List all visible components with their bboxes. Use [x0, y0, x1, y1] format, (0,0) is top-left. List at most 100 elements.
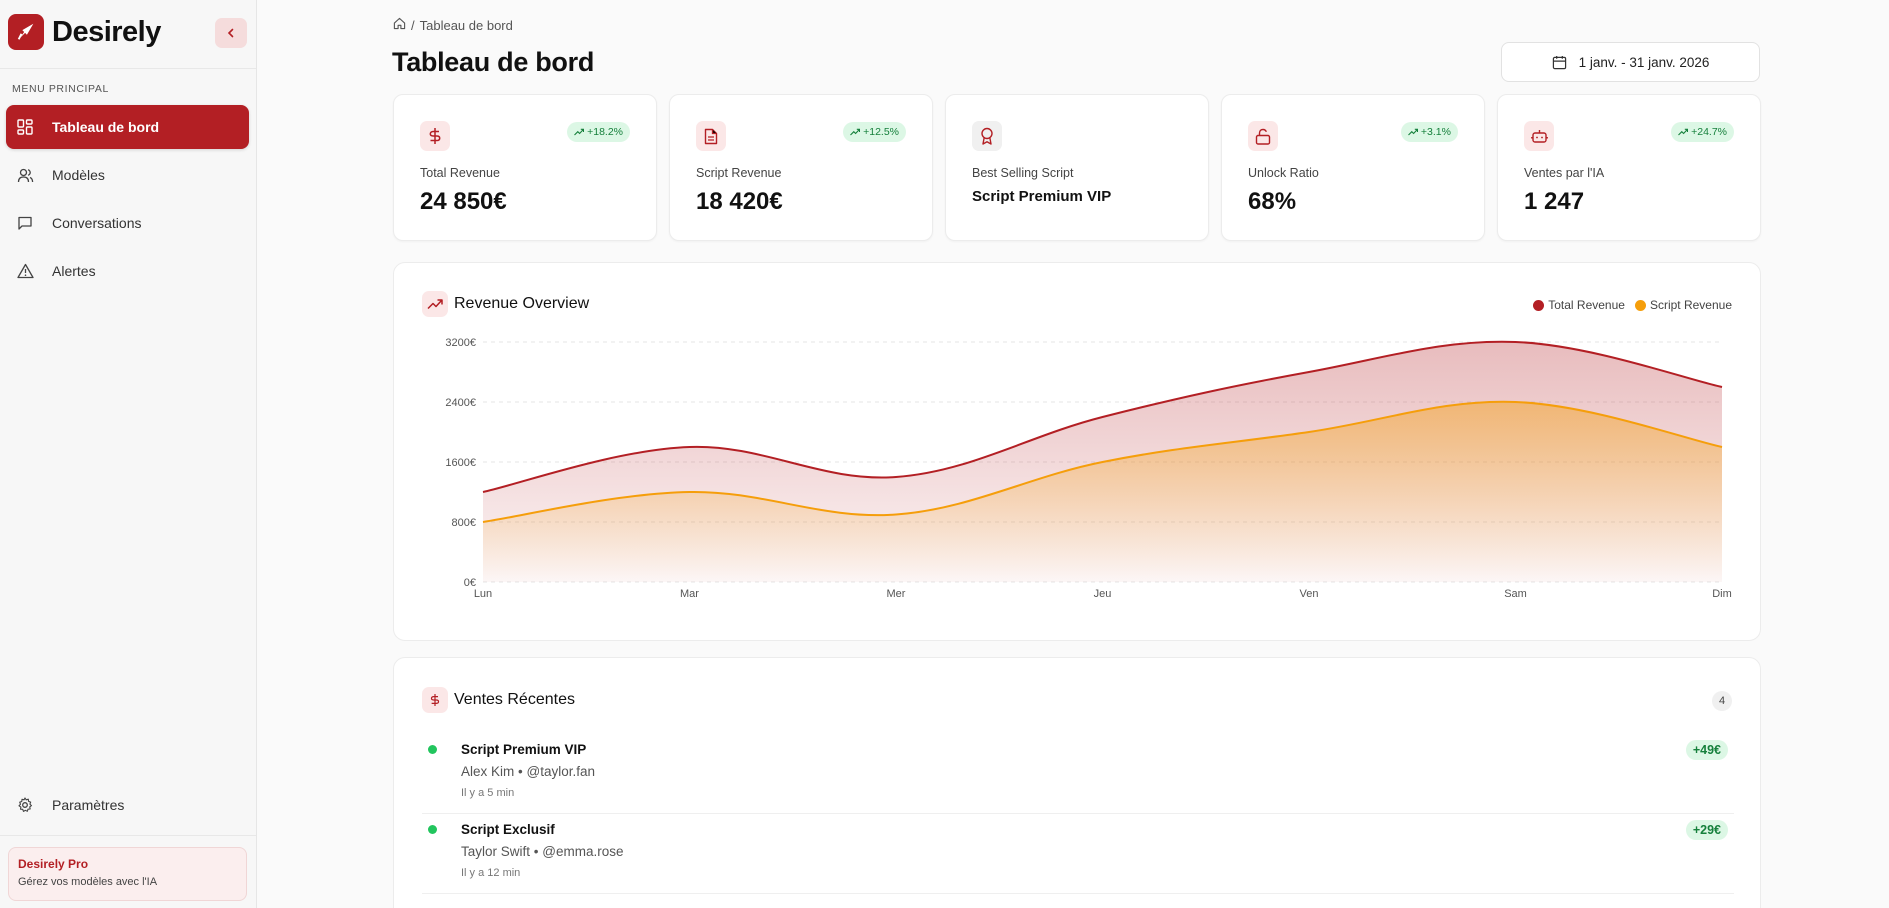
revenue-chart: 0€ 800€ 1600€ 2400€ 3200€ Lun Mar Mer Jeu Ven Sam D… — [445, 337, 1732, 600]
x-tick-label: Mer — [887, 588, 906, 600]
bot-icon — [1524, 121, 1554, 151]
legend-label: Script Revenue — [1649, 298, 1732, 312]
divider — [422, 813, 1734, 814]
revenue-overview-card: Revenue Overview Total Revenue Script Re… — [393, 262, 1761, 641]
x-tick-label: Jeu — [1094, 588, 1112, 600]
dollar-icon — [422, 687, 448, 713]
change-value: +3.1% — [1420, 126, 1451, 138]
kpi-card-total-revenue[interactable]: +18.2% Total Revenue 24 850€ — [393, 94, 657, 241]
trend-up-icon — [850, 128, 861, 136]
trend-up-icon — [1678, 128, 1689, 136]
chart-title: Revenue Overview — [454, 295, 590, 312]
award-icon — [972, 121, 1002, 151]
kpi-card-best-selling-script[interactable]: Best Selling Script Script Premium VIP — [945, 94, 1209, 241]
change-badge: +18.2% — [567, 122, 630, 142]
sidebar-item-label: Paramètres — [52, 797, 125, 813]
sidebar-item-conversations[interactable]: Conversations — [6, 201, 249, 245]
sale-title: Script Premium VIP — [461, 742, 587, 757]
dashboard-icon — [15, 117, 35, 137]
menu-section-title: MENU PRINCIPAL — [12, 83, 109, 95]
users-icon — [15, 165, 35, 185]
kpi-label: Total Revenue — [420, 166, 500, 180]
sales-count-badge: 4 — [1712, 691, 1732, 711]
kpi-card-unlock-ratio[interactable]: +3.1% Unlock Ratio 68% — [1221, 94, 1485, 241]
sale-title: Script Exclusif — [461, 822, 555, 837]
trend-up-icon — [422, 291, 448, 317]
alert-icon — [15, 261, 35, 281]
breadcrumb: / Tableau de bord — [393, 17, 513, 33]
list-item[interactable]: Script Exclusif Taylor Swift • @emma.ros… — [422, 814, 1734, 894]
change-value: +18.2% — [587, 126, 623, 138]
sale-amount: +29€ — [1685, 820, 1728, 840]
sidebar-item-label: Modèles — [52, 167, 105, 183]
change-badge: +12.5% — [843, 122, 906, 142]
gear-icon — [15, 795, 35, 815]
kpi-label: Unlock Ratio — [1248, 166, 1319, 180]
unlock-icon — [1248, 121, 1278, 151]
y-tick-label: 800€ — [452, 517, 476, 529]
divider — [422, 893, 1734, 894]
change-badge: +24.7% — [1671, 122, 1734, 142]
sidebar-item-settings[interactable]: Paramètres — [6, 783, 249, 827]
legend-swatch — [1634, 299, 1646, 311]
main-menu: Tableau de bord Modèles Conversations Al… — [6, 105, 249, 297]
document-icon — [696, 121, 726, 151]
series-area — [483, 401, 1722, 582]
kpi-card-script-revenue[interactable]: +12.5% Script Revenue 18 420€ — [669, 94, 933, 241]
kpi-value: 18 420€ — [696, 188, 783, 215]
y-tick-label: 2400€ — [445, 397, 476, 409]
date-range-picker[interactable]: 1 janv. - 31 janv. 2026 — [1501, 42, 1760, 82]
legend-item[interactable]: Script Revenue — [1634, 298, 1732, 312]
breadcrumb-current: Tableau de bord — [419, 17, 513, 33]
legend-swatch — [1533, 299, 1545, 311]
x-tick-label: Sam — [1504, 588, 1527, 600]
x-tick-label: Ven — [1300, 588, 1319, 600]
collapse-sidebar-button[interactable] — [215, 18, 247, 48]
divider — [0, 68, 256, 69]
breadcrumb-separator: / — [411, 17, 415, 33]
brand-name: Desirely — [52, 15, 161, 48]
sidebar-item-label: Alertes — [52, 263, 96, 279]
pro-title: Desirely Pro — [18, 857, 89, 871]
recent-sales-card: Ventes Récentes 4 Script Premium VIP Ale… — [393, 657, 1761, 908]
date-range-label: 1 janv. - 31 janv. 2026 — [1578, 54, 1710, 70]
divider — [0, 835, 256, 836]
message-icon — [15, 213, 35, 233]
status-dot — [428, 825, 437, 834]
dollar-icon — [420, 121, 450, 151]
chart-legend: Total Revenue Script Revenue — [1533, 298, 1732, 312]
sidebar: Desirely MENU PRINCIPAL Tableau de bord … — [0, 0, 257, 908]
brand-logo-icon — [8, 14, 44, 50]
sidebar-item-models[interactable]: Modèles — [6, 153, 249, 197]
kpi-label: Best Selling Script — [972, 166, 1074, 180]
status-dot — [428, 745, 437, 754]
legend-label: Total Revenue — [1548, 298, 1625, 312]
kpi-card-ai-sales[interactable]: +24.7% Ventes par l'IA 1 247 — [1497, 94, 1761, 241]
kpi-value: 1 247 — [1524, 188, 1585, 215]
change-value: +24.7% — [1691, 126, 1727, 138]
sale-amount: +49€ — [1685, 740, 1728, 760]
sidebar-item-alerts[interactable]: Alertes — [6, 249, 249, 293]
legend-item[interactable]: Total Revenue — [1533, 298, 1625, 312]
trend-up-icon — [574, 128, 585, 136]
sale-time: Il y a 5 min — [461, 787, 515, 799]
kpi-label: Ventes par l'IA — [1524, 166, 1605, 180]
change-value: +12.5% — [863, 126, 899, 138]
sale-buyer: Taylor Swift • @emma.rose — [461, 844, 624, 859]
sidebar-item-label: Tableau de bord — [52, 119, 160, 135]
list-item[interactable]: Script Premium VIP Alex Kim • @taylor.fa… — [422, 734, 1734, 814]
y-tick-label: 1600€ — [445, 457, 476, 469]
x-tick-label: Mar — [680, 588, 699, 600]
sidebar-item-dashboard[interactable]: Tableau de bord — [6, 105, 249, 149]
x-tick-label: Lun — [474, 588, 492, 600]
change-badge: +3.1% — [1400, 122, 1458, 142]
pro-subtitle: Gérez vos modèles avec l'IA — [18, 876, 158, 888]
page-title: Tableau de bord — [392, 47, 595, 77]
kpi-value: 68% — [1248, 188, 1297, 215]
brand[interactable]: Desirely — [8, 14, 161, 50]
chevron-left-icon — [227, 28, 234, 38]
pro-card[interactable]: Desirely Pro Gérez vos modèles avec l'IA — [8, 847, 247, 901]
home-icon[interactable] — [393, 17, 406, 33]
x-tick-label: Dim — [1712, 588, 1732, 600]
y-tick-label: 3200€ — [445, 337, 476, 349]
